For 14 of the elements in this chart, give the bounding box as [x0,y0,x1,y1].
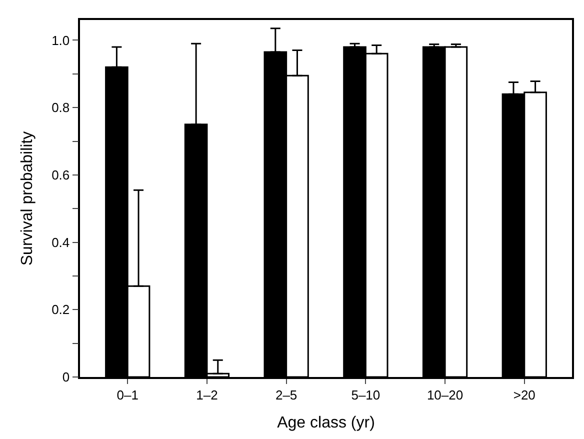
y-tick-label: 1.0 [52,32,70,48]
x-tick-label: 10–20 [426,387,464,402]
x-tick-label: 2–5 [275,387,298,402]
y-tick-label: 0.8 [52,100,70,116]
y-tick-label: 0.4 [52,234,70,250]
y-tick-label: 0.2 [52,302,70,318]
y-tick-label: 0 [62,370,70,385]
x-tick-label: 5–10 [351,387,380,402]
y-axis-title: Survival probability [18,131,36,266]
x-tick-label: 1–2 [196,387,218,402]
x-tick-label: >20 [513,387,536,402]
x-tick-label: 0–1 [116,387,138,402]
x-axis-title: Age class (yr) [277,414,375,432]
y-tick-label: 0.6 [52,167,70,182]
